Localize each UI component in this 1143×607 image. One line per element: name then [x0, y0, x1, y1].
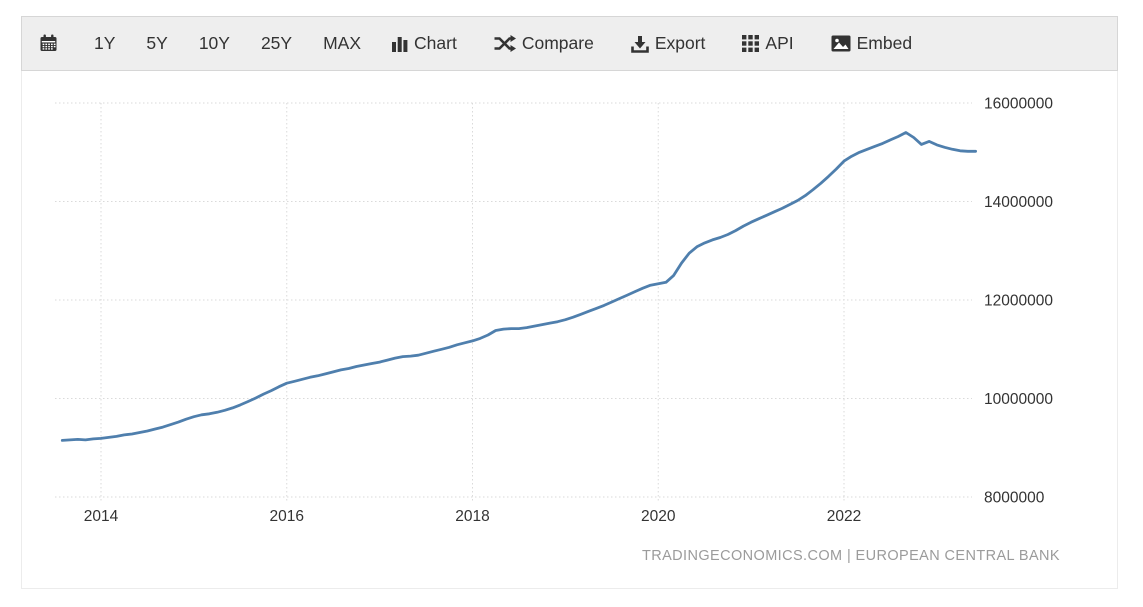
range-label: 1Y: [94, 33, 116, 53]
x-tick-label: 2018: [455, 508, 489, 525]
range-button-5y[interactable]: 5Y: [146, 33, 167, 54]
calendar-icon: [39, 34, 58, 53]
chart-attribution: TRADINGECONOMICS.COM | EUROPEAN CENTRAL …: [642, 548, 1060, 564]
calendar-button[interactable]: [39, 34, 64, 53]
y-tick-label: 10000000: [984, 391, 1053, 408]
tool-label: Compare: [521, 33, 594, 53]
x-tick-label: 2016: [270, 508, 304, 525]
tool-label: Chart: [414, 33, 457, 53]
embed-button[interactable]: Embed: [831, 33, 912, 54]
y-tick-label: 14000000: [984, 194, 1053, 211]
download-icon: [631, 35, 649, 53]
compare-button[interactable]: Compare: [494, 33, 594, 54]
x-tick-label: 2020: [641, 508, 676, 525]
range-label: 25Y: [260, 33, 293, 53]
grid-icon: [742, 35, 760, 52]
range-button-max[interactable]: MAX: [323, 33, 361, 54]
bar-chart-icon: [392, 35, 408, 52]
range-button-10y[interactable]: 10Y: [199, 33, 230, 54]
export-button[interactable]: Export: [631, 33, 706, 54]
y-tick-label: 16000000: [984, 96, 1053, 113]
y-tick-label: 8000000: [984, 490, 1045, 507]
chart-toolbar: 1Y 5Y 10Y 25Y MAX Chart Compare: [21, 16, 1118, 71]
chart-area[interactable]: [21, 71, 1118, 589]
range-label: 10Y: [198, 33, 230, 53]
tool-label: Embed: [856, 33, 913, 53]
api-button[interactable]: API: [742, 33, 794, 54]
y-tick-label: 12000000: [984, 293, 1053, 310]
x-tick-label: 2022: [827, 508, 861, 525]
chart-type-button[interactable]: Chart: [392, 33, 457, 54]
image-icon: [831, 35, 851, 52]
data-series-line: [60, 131, 977, 442]
x-tick-label: 2014: [84, 508, 119, 525]
tool-label: Export: [654, 33, 706, 53]
range-button-1y[interactable]: 1Y: [94, 33, 115, 54]
shuffle-icon: [494, 35, 516, 52]
range-label: 5Y: [146, 33, 168, 53]
range-button-25y[interactable]: 25Y: [261, 33, 292, 54]
tool-label: API: [765, 33, 794, 53]
range-label: MAX: [323, 33, 362, 53]
